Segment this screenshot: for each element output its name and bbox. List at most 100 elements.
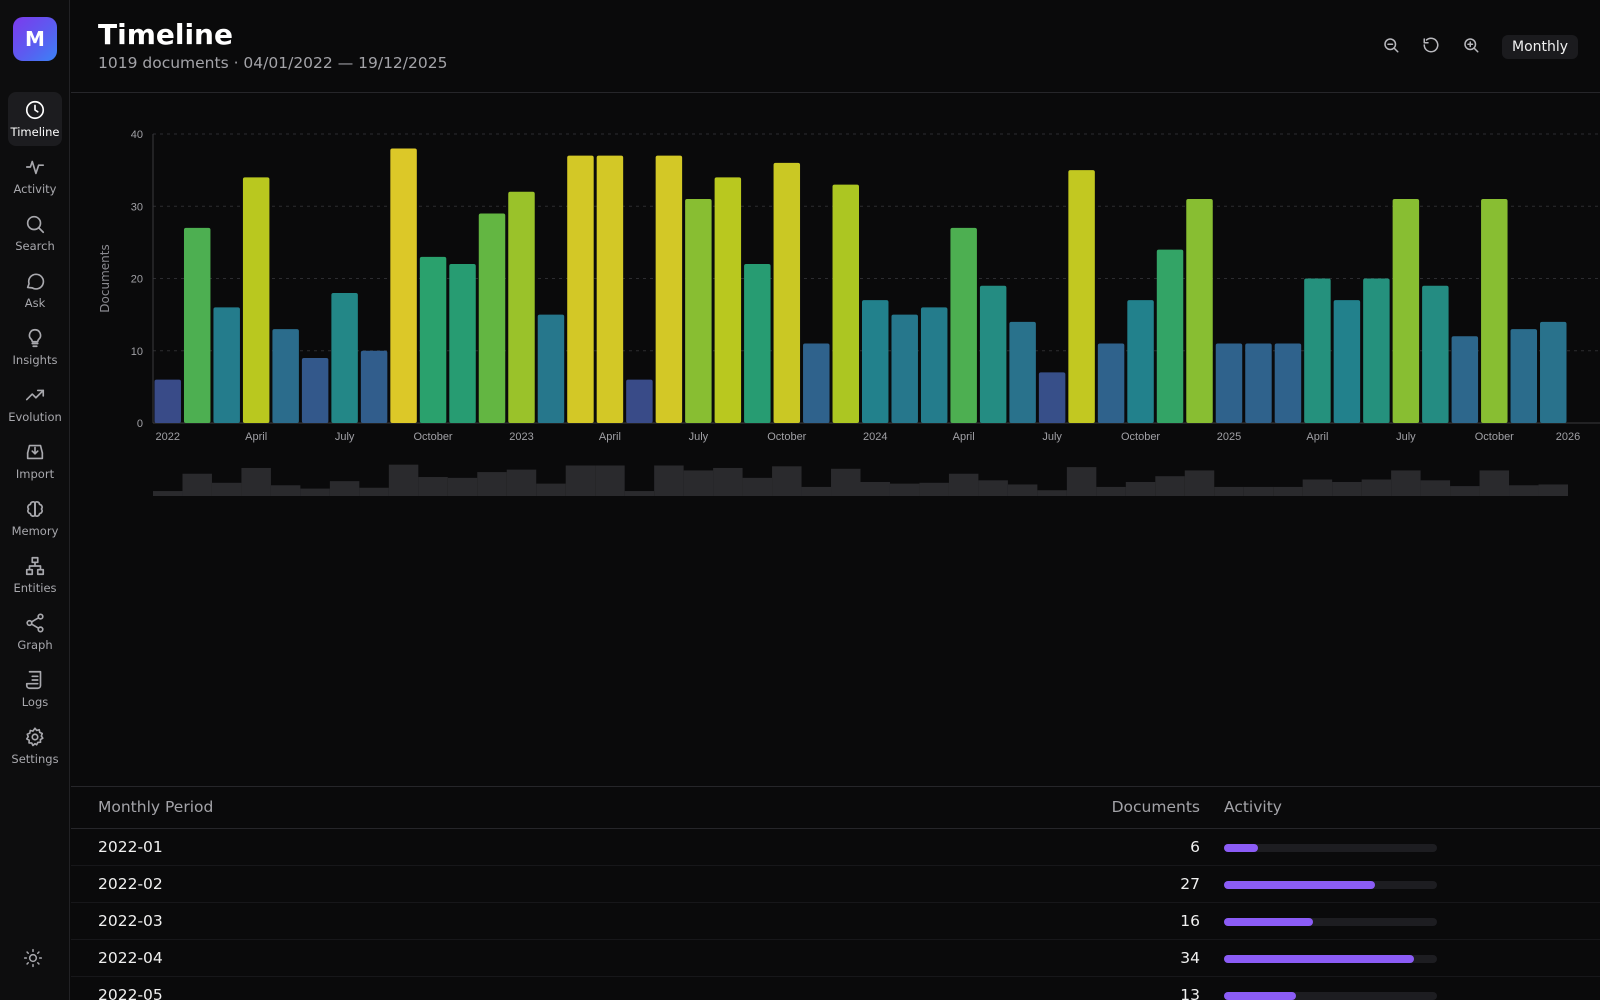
chart-bar [803,343,830,423]
overview-bar [329,481,360,496]
column-header-period[interactable]: Monthly Period [98,798,214,816]
x-tick-label: 2022 [155,431,179,443]
chart-bar [1451,336,1479,423]
overview-bar [565,465,596,496]
overview-bar [742,477,773,496]
table-row[interactable]: 2022-04 34 [71,940,1600,977]
activity-bar [1224,955,1437,963]
x-tick-label: 2026 [1556,431,1580,443]
chart-bar [1392,199,1420,423]
granularity-select[interactable]: Monthly [1502,35,1579,59]
x-tick-label: October [1121,431,1160,443]
overview-bar [624,491,655,496]
zoom-in-icon [1462,38,1480,58]
activity-bar-fill [1224,918,1314,926]
sidebar-item-graph[interactable]: Graph [8,605,62,659]
zoom-in-button[interactable] [1462,36,1484,58]
sun-icon [23,948,43,972]
table-row[interactable]: 2022-02 27 [71,866,1600,903]
row-document-count: 6 [1190,838,1200,856]
sidebar-item-ask[interactable]: Ask [8,263,62,317]
chart-bar [1481,199,1508,423]
row-document-count: 34 [1180,949,1200,967]
overview-bar [359,487,389,496]
overview-bar [270,485,301,496]
app-logo[interactable]: M [13,17,57,61]
overview-bar [447,477,478,496]
sidebar-item-settings[interactable]: Settings [8,719,62,773]
table-row[interactable]: 2022-05 13 [71,977,1600,1000]
overview-bar [536,483,566,496]
sidebar-item-evolution[interactable]: Evolution [8,377,62,431]
overview-bar [1538,484,1568,496]
row-period: 2022-03 [98,912,163,930]
table-row[interactable]: 2022-01 6 [71,829,1600,866]
y-tick-label: 0 [137,418,143,430]
y-tick-label: 20 [131,274,143,286]
x-tick-label: 2025 [1217,431,1241,443]
zoom-out-button[interactable] [1382,36,1404,58]
row-period: 2022-05 [98,986,163,1000]
chart-bar [1156,249,1184,423]
overview-bar [654,465,684,496]
sidebar-item-activity[interactable]: Activity [8,149,62,203]
activity-bar [1224,918,1437,926]
reset-zoom-button[interactable] [1422,36,1444,58]
overview-bar [1037,490,1067,496]
x-tick-label: October [767,431,806,443]
chart-bar [862,300,889,423]
sidebar-item-memory[interactable]: Memory [8,491,62,545]
column-header-activity[interactable]: Activity [1224,798,1282,816]
overview-bar [211,482,242,496]
chart-bar [272,329,299,423]
zoom-out-icon [1382,38,1400,58]
activity-bar-fill [1224,881,1376,889]
page-header: Timeline 1019 documents · 04/01/2022 — 1… [71,0,1600,93]
sidebar-item-import[interactable]: Import [8,434,62,488]
overview-bar [1007,484,1038,496]
chart-bar [478,213,506,423]
chart-bar [1097,343,1125,423]
overview-bar [1420,480,1451,496]
overview-bar [1125,481,1156,496]
overview-bar [418,477,448,496]
sidebar-item-insights[interactable]: Insights [8,320,62,374]
overview-bar [1273,486,1303,496]
x-tick-label: April [1306,431,1328,443]
main-content: Timeline 1019 documents · 04/01/2022 — 1… [71,0,1600,1000]
chart-bar [537,314,565,423]
activity-bar [1224,844,1437,852]
sidebar: M Timeline Activity Search Ask Insights Evolu… [0,0,70,1000]
chat-bubble-icon [24,270,46,292]
chart-bar [154,379,181,423]
sidebar-item-timeline[interactable]: Timeline [8,92,62,146]
sidebar-item-entities[interactable]: Entities [8,548,62,602]
timeline-chart-svg: 0 10 20 30 40 Documents 2022 April July October 20… [98,129,1600,496]
x-tick-label: April [953,431,975,443]
chart-bar [685,199,712,423]
column-header-documents[interactable]: Documents [1111,798,1200,816]
sidebar-item-search[interactable]: Search [8,206,62,260]
overview-bar [978,480,1008,496]
pulse-icon [24,156,46,178]
overview-bar [300,488,330,496]
theme-toggle-button[interactable] [23,948,47,972]
chart-bar [1274,343,1302,423]
table-row[interactable]: 2022-03 16 [71,903,1600,940]
x-tick-label: July [335,431,355,443]
chart-bar [920,307,948,423]
overview-bar [153,491,183,496]
trending-up-icon [24,384,46,406]
hierarchy-icon [24,555,46,577]
chart-bar [979,285,1007,423]
timeline-chart: 0 10 20 30 40 Documents 2022 April July October 20… [71,93,1600,523]
chart-bar [950,227,977,423]
y-tick-label: 30 [131,201,143,213]
chart-bar [1363,278,1390,423]
sidebar-item-logs[interactable]: Logs [8,662,62,716]
chart-bar [596,155,624,424]
search-icon [24,213,46,235]
chart-bar [1186,199,1213,423]
sidebar-item-label: Import [15,467,55,481]
activity-bar-fill [1224,992,1297,1000]
